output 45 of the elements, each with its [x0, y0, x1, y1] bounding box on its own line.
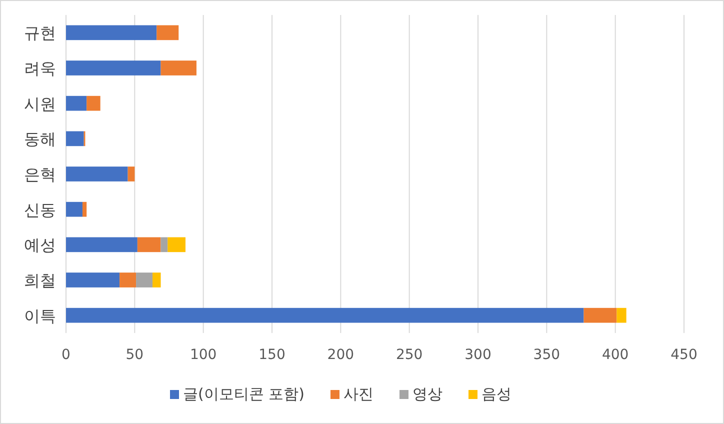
bar — [584, 308, 617, 323]
legend-label: 글(이모티콘 포함) — [183, 385, 304, 403]
y-tick-label: 시원 — [24, 94, 56, 114]
bar — [160, 237, 168, 252]
bar — [152, 272, 161, 288]
bar — [136, 272, 153, 288]
x-tick-label: 400 — [602, 347, 629, 363]
bar — [66, 60, 161, 76]
x-tick-label: 300 — [464, 347, 492, 363]
x-tick-label: 350 — [533, 347, 560, 363]
x-tick-label: 450 — [670, 347, 698, 363]
y-tick-label: 규현 — [24, 24, 56, 43]
bar — [66, 237, 138, 252]
bar — [66, 131, 84, 146]
x-tick-label: 150 — [258, 347, 286, 363]
x-tick-label: 100 — [190, 347, 217, 363]
bar — [160, 60, 196, 76]
x-tick-label: 200 — [327, 347, 354, 363]
legend-label: 영상 — [412, 385, 442, 403]
y-tick-label: 예성 — [24, 236, 56, 255]
bar — [86, 96, 100, 111]
legend-label: 음성 — [481, 385, 512, 403]
y-tick-label: 희철 — [24, 271, 56, 290]
bar — [82, 202, 87, 217]
bar — [66, 25, 157, 40]
bar — [66, 202, 82, 217]
y-tick-label: 려욱 — [24, 59, 56, 78]
y-tick-label: 신동 — [24, 200, 56, 220]
legend-label: 사진 — [343, 385, 374, 403]
bar — [66, 166, 128, 182]
bar — [66, 96, 87, 111]
x-tick-label: 250 — [396, 347, 423, 363]
bar — [128, 166, 135, 182]
y-tick-label: 이특 — [24, 306, 56, 326]
x-tick-label: 0 — [62, 347, 70, 363]
bar — [120, 272, 136, 288]
bar — [156, 25, 179, 40]
bar — [137, 237, 161, 252]
bar — [66, 272, 120, 288]
bar — [616, 308, 626, 323]
bar — [168, 237, 186, 252]
bar — [66, 308, 584, 323]
y-tick-label: 은혁 — [24, 165, 56, 184]
x-tick-label: 50 — [126, 347, 144, 363]
y-tick-label: 동해 — [24, 130, 56, 149]
